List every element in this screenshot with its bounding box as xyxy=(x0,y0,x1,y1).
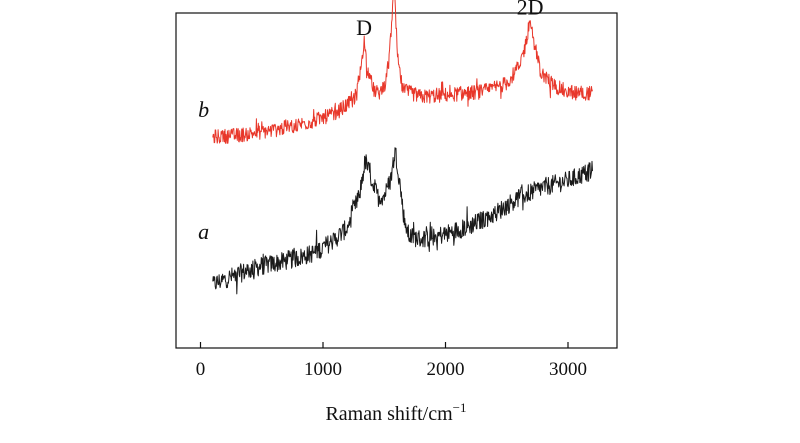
plot-frame xyxy=(175,12,618,349)
series-layer xyxy=(212,0,593,295)
peak-label-D: D xyxy=(356,15,372,40)
annotation-layer: DG2Dba xyxy=(198,0,543,244)
x-axis-ticks: 0 1000 2000 3000 xyxy=(196,342,587,380)
x-axis-title-text: Raman shift/cm xyxy=(325,403,453,425)
x-tick-label: 3000 xyxy=(549,359,587,380)
x-tick-label: 2000 xyxy=(427,359,465,380)
peak-label-2D: 2D xyxy=(517,0,544,20)
series-a-label: a xyxy=(198,219,209,244)
series-a-line xyxy=(212,147,593,295)
x-axis-title: Raman shift/cm−1 xyxy=(325,400,466,425)
x-tick-label: 0 xyxy=(196,359,206,380)
x-axis-title-superscript: −1 xyxy=(453,400,467,415)
x-tick-label: 1000 xyxy=(304,359,342,380)
series-b-line xyxy=(212,0,593,144)
series-b-label: b xyxy=(198,97,209,122)
